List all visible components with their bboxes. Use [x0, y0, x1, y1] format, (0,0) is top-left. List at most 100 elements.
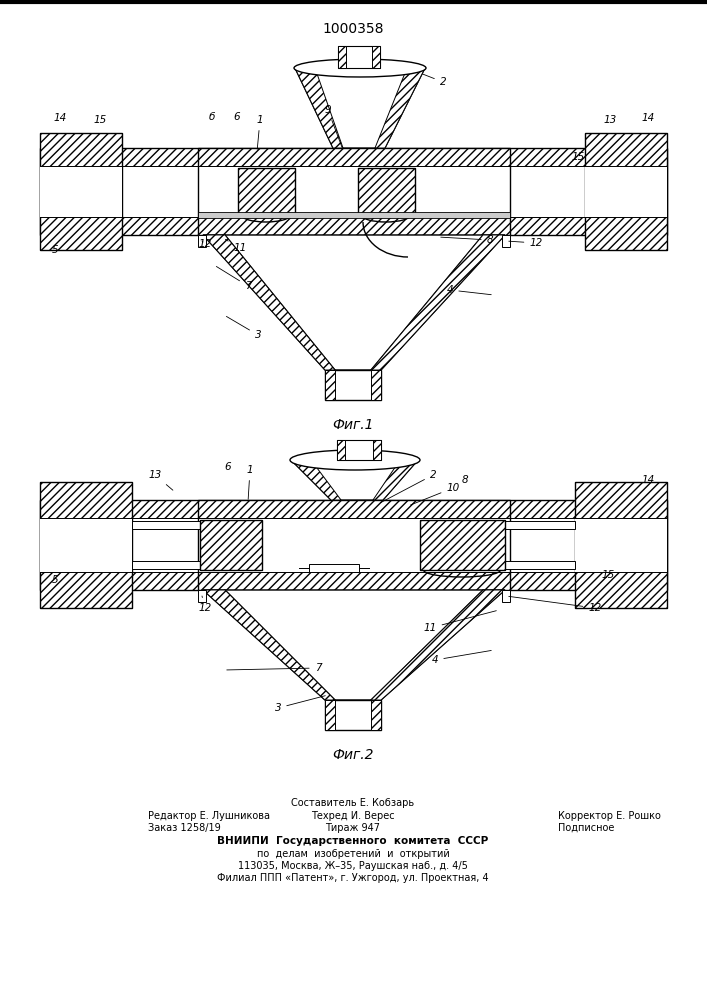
Bar: [502, 235, 510, 247]
Polygon shape: [337, 440, 345, 460]
Text: Заказ 1258/19: Заказ 1258/19: [148, 823, 221, 833]
Polygon shape: [371, 370, 381, 400]
Polygon shape: [198, 148, 510, 166]
Polygon shape: [371, 590, 505, 700]
Text: 2: 2: [423, 74, 446, 87]
Text: 8: 8: [462, 475, 468, 485]
Text: 10: 10: [411, 483, 460, 505]
Polygon shape: [203, 235, 335, 370]
Text: 6: 6: [225, 462, 231, 472]
Bar: [575, 482, 667, 608]
Bar: [132, 561, 228, 569]
Text: Тираж 947: Тираж 947: [325, 823, 380, 833]
Bar: [40, 148, 667, 235]
Text: 11: 11: [226, 239, 247, 253]
Text: 2: 2: [380, 470, 436, 503]
Text: 15: 15: [602, 570, 614, 580]
Text: Филиал ППП «Патент», г. Ужгород, ул. Проектная, 4: Филиал ППП «Патент», г. Ужгород, ул. Про…: [217, 873, 489, 883]
Polygon shape: [291, 460, 418, 500]
Polygon shape: [373, 440, 381, 460]
Text: 1: 1: [247, 465, 253, 499]
Text: 113035, Москва, Ж–35, Раушская наб., д. 4/5: 113035, Москва, Ж–35, Раушская наб., д. …: [238, 861, 468, 871]
Polygon shape: [200, 520, 262, 570]
Bar: [40, 518, 667, 572]
Text: 12: 12: [509, 596, 602, 613]
Bar: [575, 518, 667, 572]
Polygon shape: [203, 590, 505, 700]
Bar: [309, 564, 359, 572]
Bar: [325, 700, 381, 730]
Text: 14: 14: [641, 475, 655, 485]
Polygon shape: [238, 168, 295, 215]
Polygon shape: [291, 460, 341, 500]
Polygon shape: [371, 700, 381, 730]
Text: Фиг.1: Фиг.1: [332, 418, 374, 432]
Bar: [480, 561, 575, 569]
Bar: [420, 520, 505, 570]
Bar: [325, 370, 381, 400]
Text: 1000358: 1000358: [322, 22, 384, 36]
Polygon shape: [203, 235, 505, 370]
Polygon shape: [203, 590, 335, 700]
Text: Подписное: Подписное: [558, 823, 614, 833]
Bar: [198, 500, 510, 590]
Bar: [40, 166, 122, 217]
Text: 6: 6: [234, 112, 240, 122]
Text: Техред И. Верес: Техред И. Верес: [311, 811, 395, 821]
Polygon shape: [325, 370, 335, 400]
Text: Редактор Е. Лушникова: Редактор Е. Лушникова: [148, 811, 270, 821]
Polygon shape: [420, 520, 505, 570]
Bar: [198, 212, 510, 218]
Text: 7: 7: [216, 266, 251, 291]
Bar: [238, 168, 295, 215]
Text: 12: 12: [199, 239, 211, 249]
Text: 7: 7: [227, 663, 321, 673]
Bar: [40, 518, 132, 572]
Text: 15: 15: [93, 115, 107, 125]
Text: 13: 13: [603, 115, 617, 125]
Text: 13: 13: [148, 470, 173, 490]
Polygon shape: [575, 482, 667, 608]
Text: 5: 5: [52, 575, 58, 585]
Polygon shape: [40, 572, 667, 590]
Text: ВНИИПИ  Государственного  комитета  СССР: ВНИИПИ Государственного комитета СССР: [217, 836, 489, 846]
Bar: [40, 133, 122, 250]
Polygon shape: [40, 148, 667, 166]
Ellipse shape: [294, 59, 426, 77]
Polygon shape: [295, 68, 425, 148]
Text: 3: 3: [275, 696, 325, 713]
Polygon shape: [338, 46, 346, 68]
Bar: [480, 521, 575, 529]
Text: 1: 1: [257, 115, 263, 149]
Bar: [502, 590, 510, 602]
Bar: [338, 46, 380, 68]
Text: Составитель Е. Кобзарь: Составитель Е. Кобзарь: [291, 798, 414, 808]
Bar: [40, 500, 667, 590]
Bar: [358, 168, 415, 215]
Text: 3: 3: [226, 316, 262, 340]
Text: б: б: [209, 112, 215, 122]
Bar: [585, 166, 667, 217]
Polygon shape: [372, 46, 380, 68]
Text: 15: 15: [571, 152, 585, 162]
Bar: [40, 482, 132, 608]
Polygon shape: [40, 500, 667, 518]
Text: 12: 12: [199, 596, 211, 613]
Bar: [132, 521, 228, 529]
Polygon shape: [373, 460, 418, 500]
Text: 4: 4: [447, 285, 491, 295]
Text: 5: 5: [52, 245, 58, 255]
Polygon shape: [40, 482, 132, 608]
Text: 14: 14: [641, 113, 655, 123]
Bar: [40, 166, 667, 217]
Text: 10: 10: [349, 47, 363, 57]
Polygon shape: [40, 133, 122, 250]
Text: 12: 12: [509, 238, 543, 248]
Polygon shape: [358, 168, 415, 215]
Polygon shape: [198, 500, 510, 518]
Bar: [198, 235, 206, 247]
Text: по  делам  изобретений  и  открытий: по делам изобретений и открытий: [257, 849, 450, 859]
Bar: [198, 148, 510, 235]
Bar: [200, 520, 262, 570]
Ellipse shape: [290, 450, 420, 470]
